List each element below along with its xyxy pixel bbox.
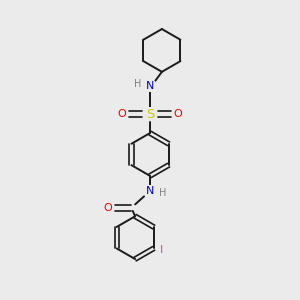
- Text: O: O: [117, 109, 126, 119]
- Text: H: H: [134, 79, 141, 89]
- Text: N: N: [146, 186, 154, 196]
- Text: O: O: [103, 203, 112, 213]
- Text: O: O: [174, 109, 183, 119]
- Text: H: H: [159, 188, 166, 198]
- Text: I: I: [160, 245, 163, 255]
- Text: S: S: [146, 108, 154, 121]
- Text: N: N: [146, 81, 154, 91]
